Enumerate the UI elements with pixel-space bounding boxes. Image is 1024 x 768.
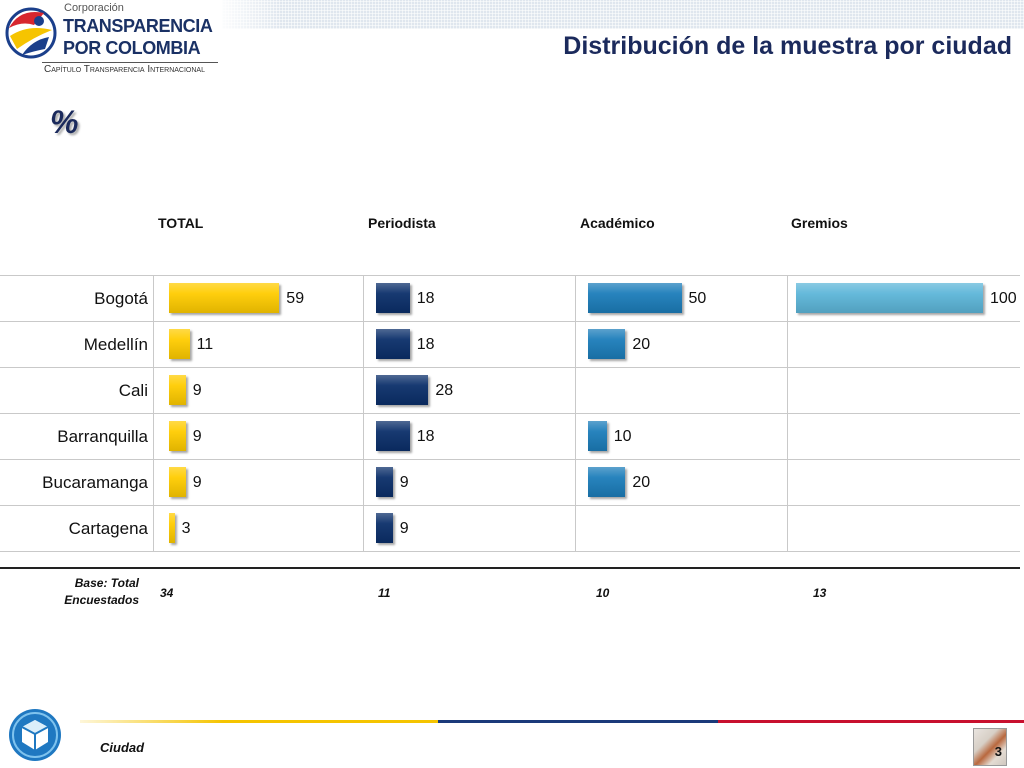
value-label-periodista-bogota: 18 <box>416 290 435 307</box>
value-label-academico-medellin: 20 <box>632 336 651 353</box>
row-label-medellin: Medellín <box>83 335 148 354</box>
value-label-total-barranquilla: 9 <box>192 428 202 445</box>
row-label-barranquilla: Barranquilla <box>57 427 148 446</box>
footer-line-navy <box>438 720 718 723</box>
bar-academico-barranquilla <box>588 421 607 451</box>
value-label-periodista-bucaramanga: 9 <box>399 474 409 491</box>
bar-periodista-cartagena <box>376 513 393 543</box>
column-headers: TOTAL Periodista Académico Gremios <box>0 214 1024 234</box>
base-label: Base: Total Encuestados <box>64 576 139 607</box>
table-row: Bogotá 59 18 50 100 <box>0 275 1020 321</box>
column-header-gremios: Gremios <box>791 215 848 231</box>
value-label-periodista-cali: 28 <box>435 382 454 399</box>
table-row: Medellín 11 18 20 <box>0 321 1020 367</box>
base-divider <box>0 567 1020 569</box>
logo-divider <box>42 62 218 63</box>
column-divider <box>787 275 788 552</box>
bar-total-bucaramanga <box>169 467 186 497</box>
logo-name-line-1: TRANSPARENCIA <box>63 16 213 36</box>
bar-total-bogota <box>169 283 280 313</box>
footer-line-yellow <box>80 720 438 723</box>
bar-academico-bogota <box>588 283 682 313</box>
base-value-total: 34 <box>160 586 174 600</box>
value-label-total-bucaramanga: 9 <box>192 474 202 491</box>
value-label-total-cartagena: 3 <box>181 520 191 537</box>
page-number-box: 3 <box>973 728 1007 766</box>
bar-total-cali <box>169 375 186 405</box>
cube-emblem-icon <box>9 709 61 761</box>
row-label-bogota: Bogotá <box>94 289 148 308</box>
base-value-periodista: 11 <box>378 586 391 600</box>
value-label-academico-bogota: 50 <box>688 290 707 307</box>
row-label-cali: Cali <box>118 381 148 400</box>
bar-total-barranquilla <box>169 421 186 451</box>
column-divider <box>363 275 364 552</box>
header-pattern-strip <box>222 0 1024 29</box>
table-row: Cartagena 3 9 <box>0 505 1020 552</box>
page-number: 3 <box>994 744 1002 759</box>
table-row: Bucaramanga 9 9 20 <box>0 459 1020 505</box>
logo-kicker: Corporación <box>64 2 124 14</box>
value-label-periodista-cartagena: 9 <box>399 520 409 537</box>
bar-periodista-bucaramanga <box>376 467 393 497</box>
footer-label: Ciudad <box>100 740 145 755</box>
chart-table: Cartagena 3 9 Bucaramanga 9 9 20 Barranquilla 9 1… <box>0 275 1020 552</box>
bar-academico-medellin <box>588 329 626 359</box>
base-value-academico: 10 <box>596 586 610 600</box>
bar-periodista-cali <box>376 375 429 405</box>
bar-periodista-bogota <box>376 283 410 313</box>
transparencia-emblem-icon <box>5 7 57 59</box>
value-label-total-bogota: 59 <box>286 290 305 307</box>
value-label-total-cali: 9 <box>192 382 202 399</box>
column-header-academico: Académico <box>580 215 655 231</box>
column-header-periodista: Periodista <box>368 215 436 231</box>
bar-academico-bucaramanga <box>588 467 626 497</box>
value-label-total-medellin: 11 <box>196 336 214 353</box>
value-label-gremios-bogota: 100 <box>990 290 1017 307</box>
column-header-total: TOTAL <box>158 215 204 231</box>
value-label-academico-barranquilla: 10 <box>613 428 632 445</box>
footer-color-line <box>80 720 1024 723</box>
value-label-periodista-medellin: 18 <box>416 336 435 353</box>
table-row: Cali 9 28 <box>0 367 1020 413</box>
footer-line-red <box>718 720 1024 723</box>
base-value-gremios: 13 <box>813 586 827 600</box>
row-label-cartagena: Cartagena <box>68 519 148 538</box>
bar-periodista-medellin <box>376 329 410 359</box>
row-label-bucaramanga: Bucaramanga <box>42 473 148 492</box>
column-divider <box>153 275 154 552</box>
bar-total-medellin <box>169 329 190 359</box>
unit-label: % <box>50 104 79 140</box>
bar-periodista-barranquilla <box>376 421 410 451</box>
table-row: Barranquilla 9 18 10 <box>0 413 1020 459</box>
bar-gremios-bogota <box>796 283 983 313</box>
logo-name-line-2: POR COLOMBIA <box>63 38 201 58</box>
slide-title: Distribución de la muestra por ciudad <box>563 32 1012 60</box>
logo-tagline: Capítulo Transparencia Internacional <box>44 64 205 75</box>
bar-total-cartagena <box>169 513 175 543</box>
column-divider <box>575 275 576 552</box>
value-label-academico-bucaramanga: 20 <box>632 474 651 491</box>
value-label-periodista-barranquilla: 18 <box>416 428 435 445</box>
